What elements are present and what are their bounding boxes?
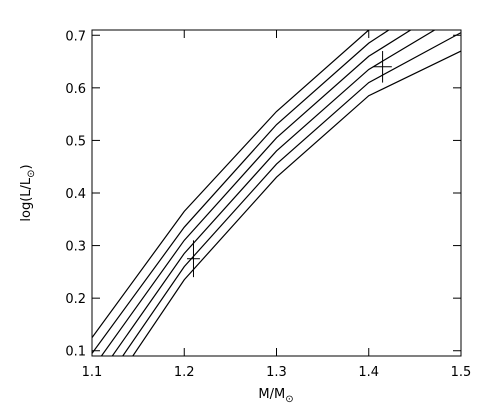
y-tick-label: 0.3: [65, 240, 86, 255]
plot-area: [92, 30, 461, 356]
y-label-text: log(L/L: [19, 177, 34, 222]
x-tick-label: 1.3: [266, 365, 287, 380]
x-tick-label: 1.4: [358, 365, 379, 380]
model-line: [92, 30, 370, 338]
model-line: [100, 30, 412, 356]
x-tick-label: 1.1: [82, 365, 103, 380]
x-label-text: M/M: [258, 387, 285, 402]
model-line: [132, 50, 461, 356]
y-tick-label: 0.1: [65, 345, 86, 360]
y-tick-label: 0.7: [65, 29, 86, 44]
y-tick-label: 0.6: [65, 82, 86, 97]
model-line: [92, 30, 390, 354]
plot-frame: [91, 29, 462, 357]
y-tick-label: 0.4: [65, 187, 86, 202]
x-label-subscript: ⊙: [285, 394, 293, 405]
x-tick-label: 1.5: [451, 365, 472, 380]
y-axis-label: log(L/L⊙): [19, 164, 37, 221]
model-line: [122, 32, 461, 356]
y-label-text-end: ): [19, 164, 34, 169]
x-tick-label: 1.2: [174, 365, 195, 380]
model-line: [111, 30, 436, 356]
y-tick-label: 0.2: [65, 292, 86, 307]
x-axis-label: M/M⊙: [258, 387, 293, 405]
y-tick-label: 0.5: [65, 134, 86, 149]
y-label-subscript: ⊙: [26, 169, 37, 177]
